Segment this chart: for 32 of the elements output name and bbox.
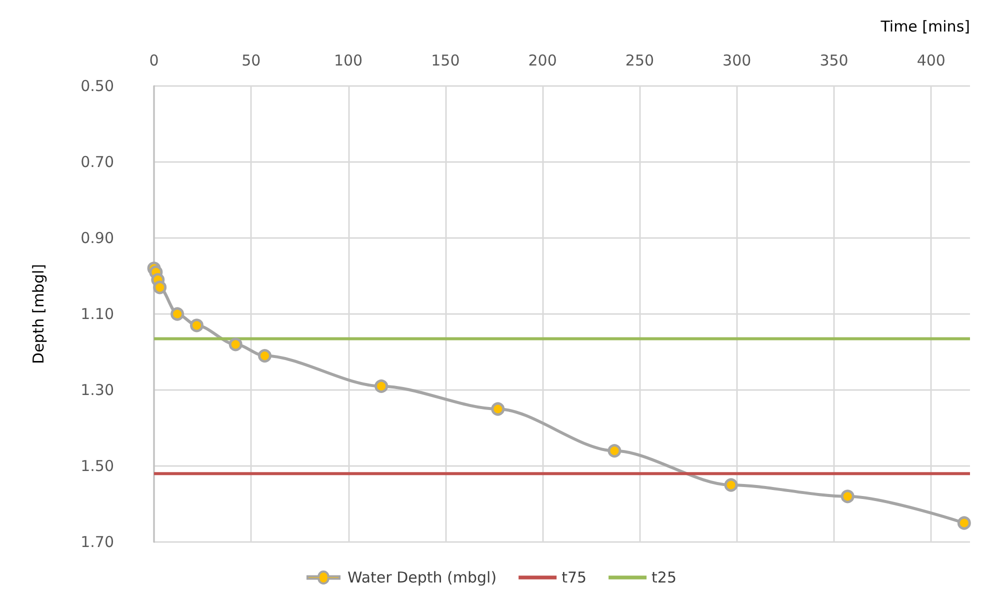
x-tick-label: 250 — [625, 52, 654, 70]
x-tick-label: 300 — [722, 52, 752, 70]
y-tick-label: 1.70 — [80, 533, 114, 551]
point — [724, 478, 738, 492]
point — [153, 280, 167, 294]
x-tick-label: 150 — [431, 52, 460, 70]
y-tick-label: 1.50 — [80, 457, 114, 475]
legend-label: Water Depth (mbgl) — [347, 568, 497, 586]
point — [228, 338, 242, 352]
point — [258, 349, 272, 363]
x-tick-label: 400 — [916, 52, 946, 70]
x-tick-label: 200 — [528, 52, 557, 70]
x-tick-label: 350 — [820, 52, 848, 70]
legend-label: t25 — [652, 568, 677, 586]
point — [491, 402, 505, 416]
legend-label: t75 — [562, 568, 587, 586]
x-tick-label: 100 — [334, 52, 363, 70]
point — [957, 516, 971, 530]
y-tick-label: 1.30 — [80, 381, 114, 399]
x-axis-title: Time [mins] — [880, 18, 970, 36]
x-tick-label: 0 — [149, 52, 159, 70]
point — [190, 318, 204, 332]
point — [374, 379, 388, 393]
x-tick-label: 50 — [242, 52, 261, 70]
point — [170, 307, 184, 321]
y-tick-label: 0.70 — [80, 153, 114, 171]
point — [608, 444, 622, 458]
y-tick-label: 0.50 — [80, 77, 114, 95]
point — [840, 490, 854, 504]
y-tick-label: 0.90 — [80, 229, 114, 247]
y-tick-label: 1.10 — [80, 305, 114, 323]
y-axis-title: Depth [mbgl] — [30, 264, 48, 364]
